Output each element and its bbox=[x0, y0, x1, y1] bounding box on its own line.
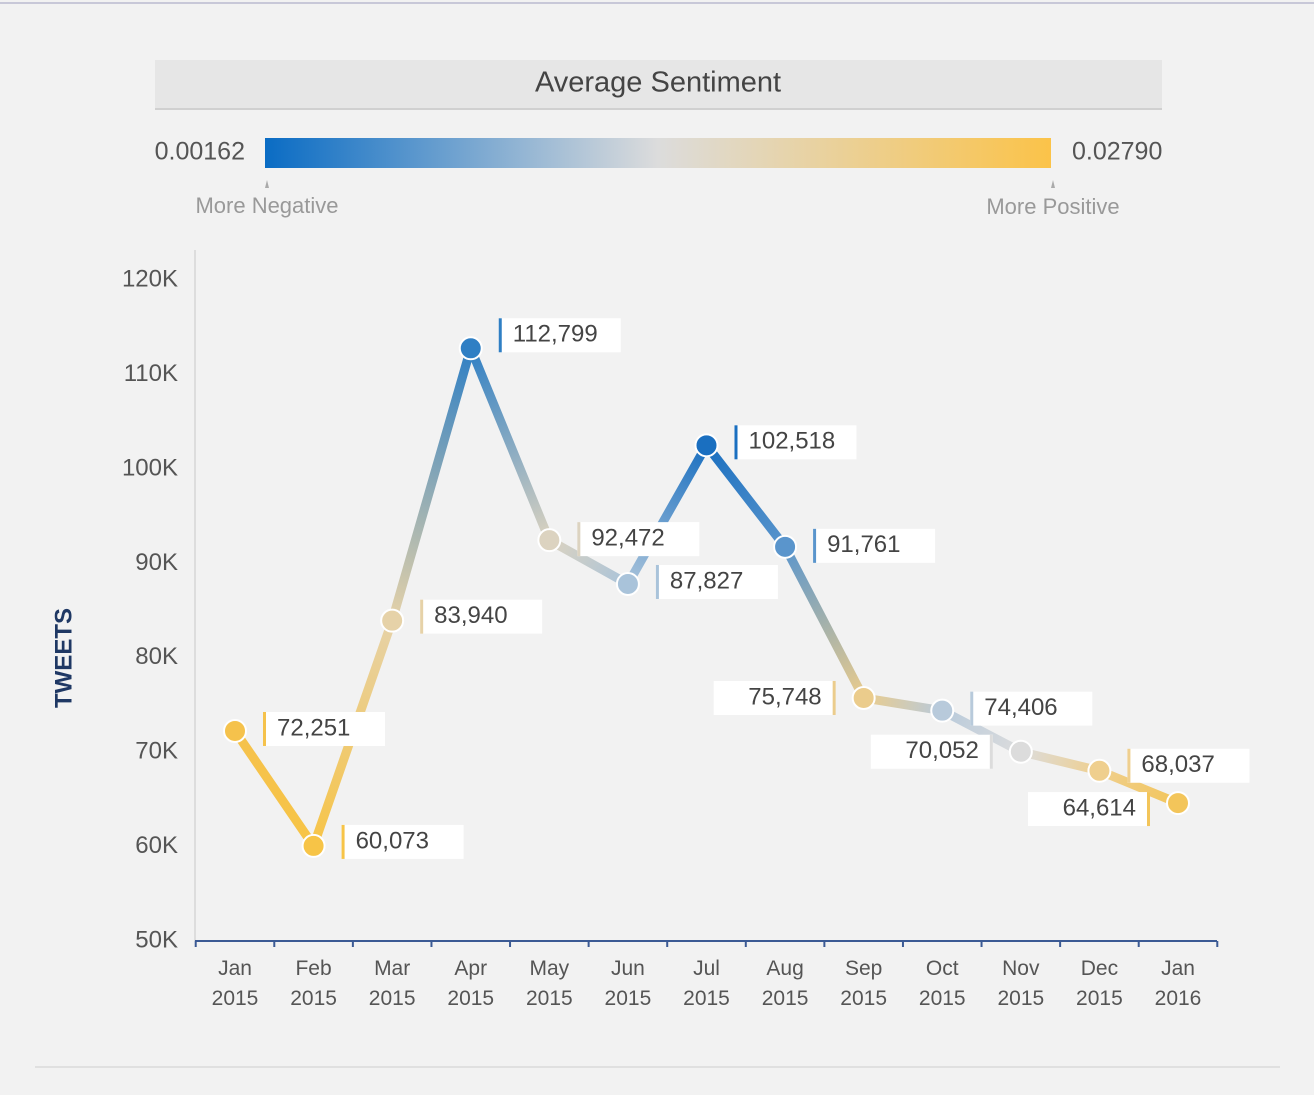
more-positive-label: More Positive bbox=[986, 194, 1119, 219]
line-segment bbox=[230, 726, 319, 851]
value-label: 87,827 bbox=[670, 567, 743, 594]
x-tick-label: Dec 2015 bbox=[1076, 957, 1123, 1010]
legend-title-bar bbox=[155, 60, 1162, 108]
value-label-bar bbox=[420, 599, 424, 634]
value-label-bar bbox=[813, 528, 817, 563]
point bbox=[694, 433, 719, 458]
line-segment bbox=[387, 343, 476, 626]
y-tick-label: 60K bbox=[135, 832, 178, 859]
value-label: 70,052 bbox=[905, 737, 978, 764]
value-label-bar bbox=[1147, 792, 1150, 827]
value-label-box bbox=[577, 522, 700, 557]
value-label-box bbox=[263, 711, 385, 746]
line-segment bbox=[859, 693, 947, 716]
value-label: 92,472 bbox=[591, 524, 664, 551]
point bbox=[773, 534, 798, 559]
value-label: 68,037 bbox=[1141, 751, 1214, 778]
line-segment bbox=[780, 542, 869, 703]
color-min-label: 0.00162 bbox=[155, 138, 245, 166]
x-tick-label: Sep 2015 bbox=[840, 957, 888, 1010]
value-label: 74,406 bbox=[984, 694, 1057, 721]
value-label: 102,518 bbox=[749, 428, 836, 455]
line-segment bbox=[937, 706, 1026, 757]
value-label: 72,251 bbox=[277, 714, 350, 741]
x-tick-label: Oct 2015 bbox=[918, 957, 966, 1010]
x-tick-label: Feb 2015 bbox=[290, 957, 337, 1010]
x-tick-label: Jun 2015 bbox=[604, 957, 652, 1010]
point bbox=[930, 698, 955, 723]
y-tick-label: 120K bbox=[122, 266, 178, 293]
value-label-bar bbox=[832, 680, 836, 715]
value-label-box bbox=[420, 599, 543, 634]
value-label-bar bbox=[1127, 748, 1131, 783]
y-tick-label: 110K bbox=[124, 360, 178, 387]
x-tick-label: Jan 2016 bbox=[1154, 957, 1202, 1010]
point bbox=[458, 336, 483, 361]
line-segment bbox=[1094, 766, 1183, 808]
y-axis-title: TWEETS bbox=[50, 608, 77, 708]
value-label-box bbox=[970, 691, 1093, 726]
value-label: 112,799 bbox=[513, 321, 598, 348]
color-max-label: 0.02790 bbox=[1072, 138, 1162, 166]
point bbox=[615, 571, 640, 596]
point bbox=[1087, 758, 1112, 783]
point bbox=[1008, 739, 1033, 764]
x-tick-label: Jan 2015 bbox=[211, 957, 259, 1010]
line-segment bbox=[702, 440, 790, 552]
line-segment bbox=[544, 535, 633, 589]
x-tick-label: Aug 2015 bbox=[761, 957, 809, 1010]
value-label-box bbox=[341, 824, 464, 859]
y-tick-label: 100K bbox=[122, 454, 178, 481]
value-label-bar bbox=[498, 318, 502, 353]
x-tick-label: Apr 2015 bbox=[447, 957, 495, 1010]
point bbox=[380, 608, 405, 633]
point bbox=[223, 718, 247, 743]
max-pointer bbox=[1051, 180, 1055, 188]
y-tick-label: 80K bbox=[135, 643, 178, 670]
point bbox=[851, 685, 876, 710]
value-label-bar bbox=[263, 711, 266, 746]
value-label: 75,748 bbox=[748, 683, 821, 710]
point bbox=[537, 528, 562, 553]
y-tick-label: 50K bbox=[135, 926, 178, 953]
value-label: 64,614 bbox=[1063, 794, 1136, 821]
value-label-bar bbox=[989, 734, 993, 769]
value-label-box bbox=[498, 318, 621, 353]
line-segment bbox=[623, 440, 711, 589]
value-label-bar bbox=[341, 824, 345, 859]
line-segment bbox=[466, 343, 554, 545]
color-bar bbox=[265, 138, 1051, 168]
value-label-bar bbox=[734, 425, 738, 460]
value-label-box bbox=[655, 564, 778, 599]
y-tick-label: 90K bbox=[135, 549, 178, 576]
point bbox=[301, 833, 326, 858]
value-label-box bbox=[1028, 792, 1150, 827]
value-label: 60,073 bbox=[356, 827, 429, 854]
x-tick-label: May 2015 bbox=[525, 957, 573, 1010]
point bbox=[1166, 791, 1190, 816]
more-negative-label: More Negative bbox=[195, 193, 338, 218]
x-tick-label: Jul 2015 bbox=[683, 957, 730, 1010]
value-label-box bbox=[734, 425, 857, 460]
value-label-box bbox=[813, 528, 936, 563]
x-tick-label: Mar 2015 bbox=[368, 957, 416, 1010]
value-label-bar bbox=[970, 691, 974, 726]
line-segment bbox=[1016, 747, 1104, 776]
value-label-bar bbox=[655, 564, 659, 599]
value-label: 91,761 bbox=[827, 531, 900, 558]
legend-title: Average Sentiment bbox=[535, 67, 781, 99]
min-pointer bbox=[265, 180, 269, 188]
value-label-bar bbox=[577, 522, 581, 557]
x-tick-label: Nov 2015 bbox=[997, 957, 1045, 1010]
value-label-box bbox=[1127, 748, 1250, 783]
value-label: 83,940 bbox=[434, 602, 507, 629]
value-label-box bbox=[713, 680, 836, 715]
value-label-box bbox=[870, 734, 993, 769]
y-tick-label: 70K bbox=[135, 738, 178, 765]
